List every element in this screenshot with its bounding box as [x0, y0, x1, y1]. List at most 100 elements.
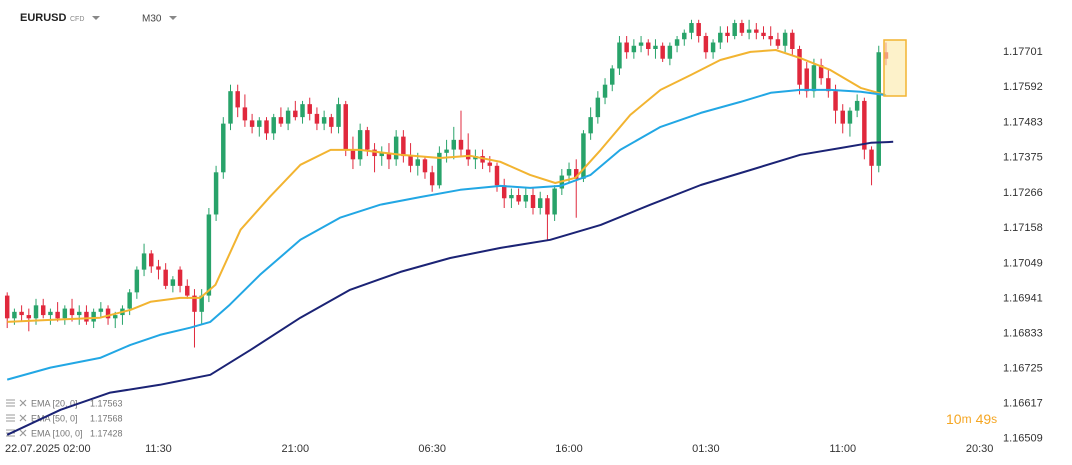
plot-area — [4, 19, 894, 436]
legend-value: 1.17428 — [90, 428, 123, 438]
candle-body — [617, 42, 622, 69]
candle-body — [811, 65, 817, 92]
candle-body — [682, 32, 687, 40]
candle-body — [321, 117, 327, 124]
candle-body — [386, 152, 392, 160]
candle-body — [235, 91, 240, 108]
candle-body — [646, 42, 651, 49]
candle-body — [329, 117, 334, 127]
legend-close[interactable] — [19, 429, 27, 437]
candle-body — [91, 311, 96, 322]
dropdown-arrow[interactable] — [92, 16, 100, 20]
candle-body — [725, 32, 730, 37]
legend-close[interactable] — [19, 399, 27, 407]
candle-body — [293, 110, 298, 118]
candle-body — [487, 162, 493, 166]
y-tick-label: 1.16509 — [1003, 433, 1043, 445]
candle-body — [847, 110, 853, 124]
candle-body — [797, 48, 802, 85]
candle-body — [314, 113, 320, 124]
candle-body — [826, 78, 831, 92]
candle-body — [307, 104, 312, 114]
candle-body — [437, 152, 442, 186]
candle-body — [761, 32, 766, 37]
candle-body — [638, 42, 644, 46]
candle-body — [523, 195, 529, 202]
y-tick-label: 1.17701 — [1003, 46, 1043, 58]
dropdown-arrow[interactable] — [169, 16, 177, 20]
candle-body — [271, 117, 276, 134]
candle-body — [12, 311, 17, 319]
ema-line — [7, 49, 887, 323]
y-tick-label: 1.16617 — [1003, 398, 1043, 410]
candle-body — [401, 136, 406, 157]
candle-body — [869, 149, 874, 166]
candle-body — [480, 156, 485, 163]
candle-body — [163, 269, 168, 286]
y-tick-label: 1.17592 — [1003, 81, 1043, 93]
legend-item: EMA [20, 0] 1.17563 — [6, 398, 123, 408]
y-tick-label: 1.17049 — [1003, 257, 1043, 269]
legend-value: 1.17563 — [90, 398, 123, 408]
x-tick-label: 06:30 — [418, 443, 446, 455]
candle-body — [602, 84, 608, 98]
countdown-unit: m — [962, 412, 972, 426]
x-tick-label: 20:30 — [966, 443, 994, 455]
ema-line — [6, 140, 894, 436]
candle-body — [365, 130, 370, 150]
candle-body — [653, 45, 658, 49]
candle-body — [530, 195, 536, 208]
candle-body — [228, 91, 233, 124]
candle-body — [242, 107, 248, 121]
candle-body — [192, 295, 197, 312]
candle-body — [840, 110, 845, 124]
candle-body — [516, 195, 521, 202]
legend-close[interactable] — [19, 414, 27, 422]
candle-body — [76, 311, 82, 316]
legend-label: EMA [100, 0] — [31, 428, 83, 438]
candle-body — [689, 23, 694, 33]
candle-body — [782, 32, 788, 46]
candle-body — [257, 120, 262, 127]
candle-body — [833, 91, 838, 111]
candle-body — [185, 285, 190, 296]
candle-body — [768, 36, 773, 40]
candle-body — [177, 269, 183, 286]
candle-body — [372, 149, 377, 157]
candle-body — [509, 195, 514, 199]
candle-body — [429, 172, 435, 186]
candle-body — [300, 104, 305, 118]
candle-body — [458, 139, 464, 150]
candle-body — [566, 169, 572, 176]
symbol[interactable]: EURUSD — [20, 12, 67, 24]
candle-body — [343, 104, 348, 150]
candle-body — [494, 165, 500, 186]
candle-body — [393, 136, 399, 160]
candle-body — [588, 117, 593, 134]
candle-body — [804, 68, 809, 92]
candle-body — [624, 42, 629, 53]
candle-body — [667, 45, 673, 59]
candle-body — [285, 110, 291, 124]
candle-body — [854, 100, 860, 111]
candle-body — [55, 311, 60, 319]
candle-body — [62, 308, 68, 319]
countdown-unit: s — [991, 412, 997, 426]
countdown-minutes: 10 — [946, 411, 962, 427]
x-tick-label: 21:00 — [282, 443, 310, 455]
candle-body — [581, 133, 586, 179]
candle-body — [379, 152, 384, 157]
candle-body — [545, 198, 550, 215]
x-tick-label: 11:00 — [829, 443, 856, 455]
y-tick-label: 1.17158 — [1003, 222, 1043, 234]
candle-body — [48, 311, 53, 316]
candle-body — [134, 269, 140, 293]
candle-body — [127, 292, 132, 309]
candle-body — [710, 42, 716, 53]
candle-body — [19, 311, 24, 316]
candle-body — [595, 97, 601, 118]
candle-body — [552, 188, 557, 215]
timeframe[interactable]: M30 — [142, 14, 162, 25]
candle-body — [149, 253, 154, 267]
